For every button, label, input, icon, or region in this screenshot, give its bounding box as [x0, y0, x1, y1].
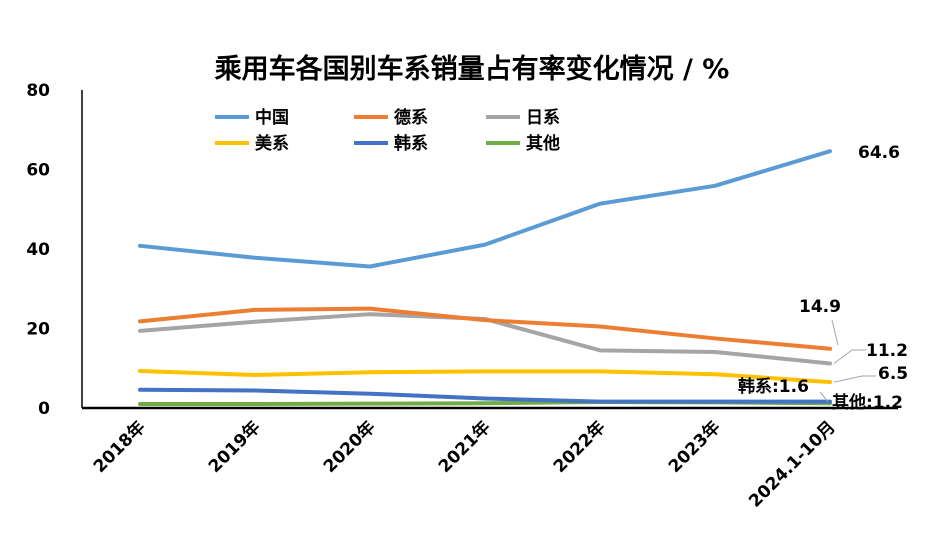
x-tick-label: 2023年: [664, 417, 724, 477]
legend-label: 其他: [526, 133, 560, 154]
end-label-china: 64.6: [858, 143, 900, 163]
end-label-german: 14.9: [799, 297, 841, 317]
series-line: [138, 369, 832, 385]
chart-title: 乘用车各国别车系销量占有率变化情况 / %: [214, 53, 730, 85]
x-tick-label: 2018年: [89, 417, 149, 477]
legend-label: 日系: [526, 108, 560, 128]
x-tick-label: 2022年: [549, 417, 609, 477]
series-lines: [138, 149, 832, 407]
legend-label: 韩系: [394, 133, 428, 154]
leader-line: [831, 319, 839, 346]
y-tick-label: 40: [26, 240, 50, 260]
y-tick-label: 80: [26, 81, 50, 101]
end-label-korean: 韩系:1.6: [738, 376, 809, 397]
legend-label: 美系: [255, 133, 289, 154]
x-tick-label: 2020年: [319, 417, 379, 477]
axes: 0 20 40 60 80 2018年 2019年 2020年 2021年 2022年 2023年 2…: [26, 81, 898, 512]
x-tick-label: 2019年: [204, 417, 264, 477]
leader-line: [833, 375, 876, 383]
leader-line: [833, 349, 866, 364]
x-tick-label: 2024.1-10月: [745, 417, 839, 511]
end-label-japanese: 11.2: [866, 341, 908, 361]
y-tick-label: 20: [26, 320, 50, 340]
series-line: [138, 149, 832, 269]
leader-line: [819, 391, 829, 402]
legend-label: 中国: [255, 107, 289, 128]
end-label-other: 其他:1.2: [832, 392, 903, 413]
legend-label: 德系: [394, 107, 428, 128]
y-tick-label: 0: [38, 399, 50, 419]
series-line: [138, 306, 832, 351]
y-tick-label: 60: [26, 161, 50, 181]
end-labels: 64.6 14.9 11.2 6.5 韩系:1.6 其他:1.2: [738, 143, 908, 413]
series-line: [138, 387, 832, 404]
x-tick-label: 2021年: [434, 417, 494, 477]
end-label-american: 6.5: [878, 364, 908, 384]
